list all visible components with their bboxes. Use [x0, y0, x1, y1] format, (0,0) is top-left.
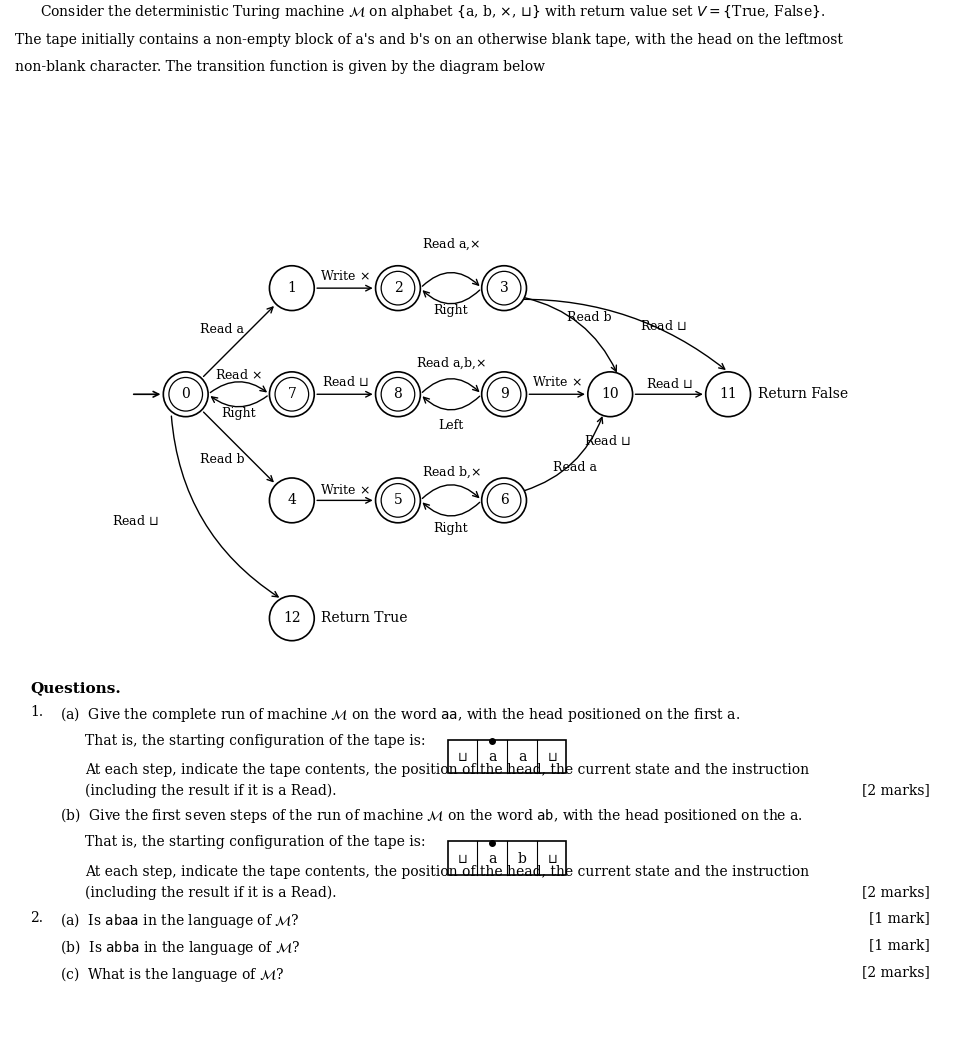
- Text: The tape initially contains a non-empty block of a's and b's on an otherwise bla: The tape initially contains a non-empty …: [15, 33, 843, 47]
- Text: Return True: Return True: [321, 612, 407, 625]
- Text: Read $\times$: Read $\times$: [215, 369, 262, 382]
- Text: Return False: Return False: [757, 387, 848, 401]
- Text: Questions.: Questions.: [30, 682, 121, 695]
- Text: $\sqcup$: $\sqcup$: [456, 751, 467, 764]
- Text: a: a: [488, 852, 496, 867]
- Text: 2.: 2.: [30, 911, 43, 925]
- Text: 11: 11: [719, 387, 737, 401]
- Text: 3: 3: [500, 281, 508, 295]
- Circle shape: [163, 372, 209, 417]
- Bar: [448, 841, 566, 875]
- Text: (including the result if it is a Read).: (including the result if it is a Read).: [85, 783, 336, 798]
- Text: [1 mark]: [1 mark]: [869, 939, 930, 952]
- Text: 0: 0: [182, 387, 190, 401]
- Text: Write $\times$: Write $\times$: [532, 376, 582, 389]
- Text: Read b,$\times$: Read b,$\times$: [422, 465, 480, 480]
- Text: Consider the deterministic Turing machine $\mathcal{M}$ on alphabet $\{$a, b, $\: Consider the deterministic Turing machin…: [40, 3, 825, 21]
- Text: $\sqcup$: $\sqcup$: [547, 751, 557, 764]
- Text: 5: 5: [394, 494, 403, 507]
- Text: Write $\times$: Write $\times$: [320, 482, 370, 497]
- Text: Right: Right: [221, 406, 256, 420]
- Text: That is, the starting configuration of the tape is:: That is, the starting configuration of t…: [85, 835, 426, 850]
- Text: Read a: Read a: [553, 461, 597, 474]
- Text: (b)  Is $\mathtt{abba}$ in the language of $\mathcal{M}$?: (b) Is $\mathtt{abba}$ in the language o…: [60, 939, 301, 957]
- Text: That is, the starting configuration of the tape is:: That is, the starting configuration of t…: [85, 734, 426, 748]
- Text: a: a: [518, 751, 527, 764]
- Circle shape: [269, 478, 314, 523]
- Circle shape: [269, 372, 314, 417]
- Circle shape: [269, 596, 314, 641]
- Text: At each step, indicate the tape contents, the position of the head, the current : At each step, indicate the tape contents…: [85, 865, 809, 879]
- Text: (including the result if it is a Read).: (including the result if it is a Read).: [85, 885, 336, 900]
- Text: (c)  What is the language of $\mathcal{M}$?: (c) What is the language of $\mathcal{M}…: [60, 965, 284, 984]
- Text: 1: 1: [287, 281, 296, 295]
- Text: 7: 7: [287, 387, 296, 401]
- Text: Read $\sqcup$: Read $\sqcup$: [322, 376, 368, 389]
- Text: Read $\sqcup$: Read $\sqcup$: [646, 377, 693, 390]
- Text: $\sqcup$: $\sqcup$: [547, 853, 557, 865]
- Circle shape: [376, 478, 420, 523]
- Text: [2 marks]: [2 marks]: [862, 885, 930, 899]
- Text: [2 marks]: [2 marks]: [862, 783, 930, 798]
- Text: Read $\sqcup$: Read $\sqcup$: [640, 319, 686, 333]
- Text: Right: Right: [433, 522, 468, 536]
- Text: 8: 8: [394, 387, 403, 401]
- Text: non-blank character. The transition function is given by the diagram below: non-blank character. The transition func…: [15, 60, 545, 74]
- Text: (b)  Give the first seven steps of the run of machine $\mathcal{M}$ on the word : (b) Give the first seven steps of the ru…: [60, 806, 802, 826]
- Text: 9: 9: [500, 387, 508, 401]
- Text: 12: 12: [283, 612, 301, 625]
- Text: 2: 2: [394, 281, 403, 295]
- Circle shape: [481, 372, 527, 417]
- Bar: [448, 739, 566, 774]
- Text: Write $\times$: Write $\times$: [320, 269, 370, 283]
- Text: 6: 6: [500, 494, 508, 507]
- Circle shape: [376, 266, 420, 310]
- Text: Read $\sqcup$: Read $\sqcup$: [584, 434, 630, 449]
- Circle shape: [269, 266, 314, 310]
- Text: [1 mark]: [1 mark]: [869, 911, 930, 925]
- Text: Left: Left: [438, 419, 463, 432]
- Text: a: a: [488, 751, 496, 764]
- Text: Read a,b,$\times$: Read a,b,$\times$: [416, 355, 486, 371]
- Circle shape: [481, 266, 527, 310]
- Text: Read b: Read b: [200, 453, 245, 466]
- Text: Read a,$\times$: Read a,$\times$: [422, 236, 480, 252]
- Text: (a)  Is $\mathtt{abaa}$ in the language of $\mathcal{M}$?: (a) Is $\mathtt{abaa}$ in the language o…: [60, 911, 300, 930]
- Text: [2 marks]: [2 marks]: [862, 965, 930, 979]
- Circle shape: [588, 372, 632, 417]
- Circle shape: [376, 372, 420, 417]
- Text: Read $\sqcup$: Read $\sqcup$: [112, 514, 159, 528]
- Text: (a)  Give the complete run of machine $\mathcal{M}$ on the word $\mathtt{aa}$, w: (a) Give the complete run of machine $\m…: [60, 705, 740, 723]
- Circle shape: [705, 372, 751, 417]
- Text: Read b: Read b: [567, 311, 612, 324]
- Text: $\sqcup$: $\sqcup$: [456, 853, 467, 865]
- Text: 4: 4: [287, 494, 296, 507]
- Text: 1.: 1.: [30, 705, 43, 718]
- Text: Read a: Read a: [200, 323, 244, 336]
- Text: b: b: [518, 852, 527, 867]
- Circle shape: [481, 478, 527, 523]
- Text: At each step, indicate the tape contents, the position of the head, the current : At each step, indicate the tape contents…: [85, 763, 809, 778]
- Text: 10: 10: [602, 387, 619, 401]
- Text: Right: Right: [433, 304, 468, 317]
